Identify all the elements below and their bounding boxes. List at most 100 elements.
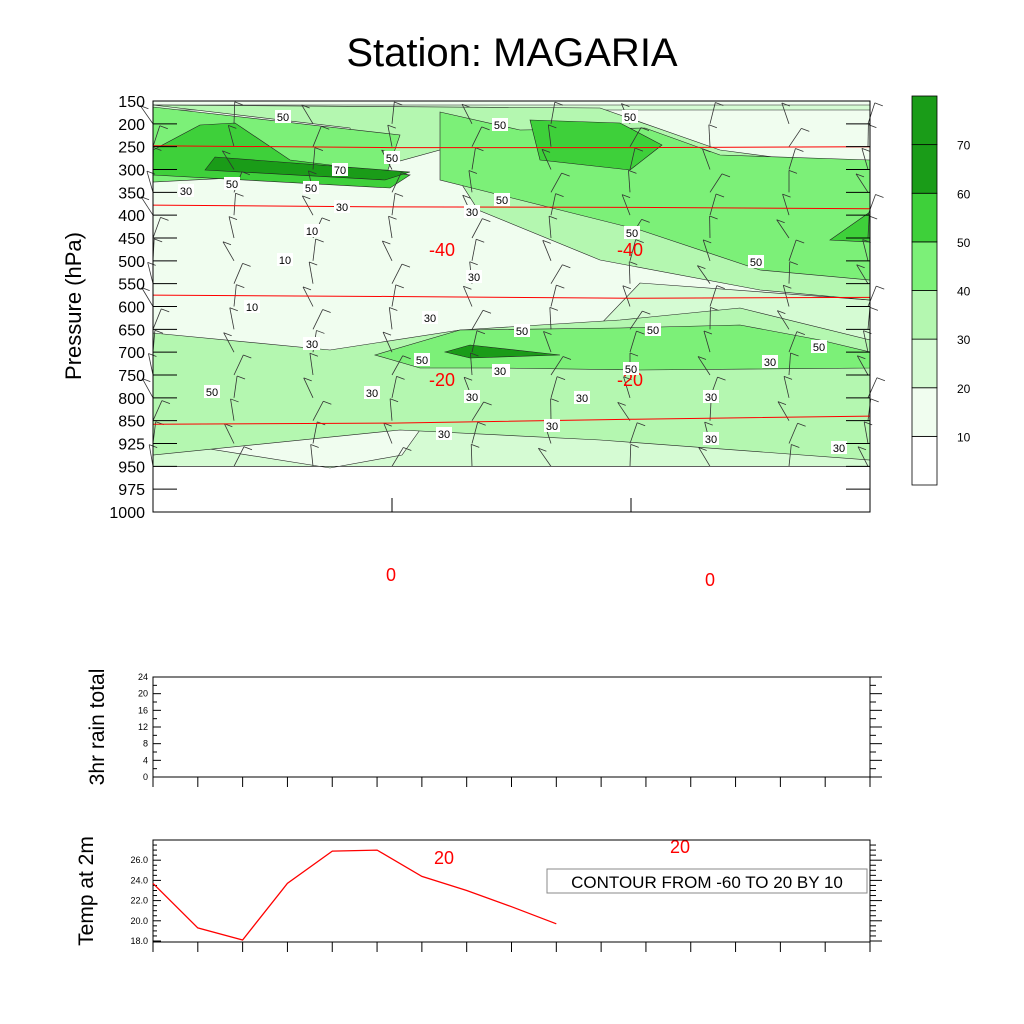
humidity-contour-label: 50 xyxy=(748,255,764,269)
wind-barb-flag xyxy=(302,195,311,200)
wind-barb xyxy=(302,286,314,307)
wind-barb xyxy=(783,376,790,398)
wind-barb-flag xyxy=(640,127,650,131)
wind-barb xyxy=(550,264,563,284)
wind-barb-flag xyxy=(538,447,547,452)
label-backdrop xyxy=(464,390,480,403)
label-backdrop xyxy=(703,390,719,403)
wind-barb xyxy=(547,124,552,147)
wind-barb xyxy=(468,170,473,193)
humidity-label-text: 50 xyxy=(750,257,762,269)
wind-barb-flag xyxy=(562,264,571,269)
wind-barb xyxy=(867,102,876,124)
wind-barb xyxy=(788,261,791,284)
wind-barb-flag xyxy=(146,170,156,175)
humidity-label-text: 30 xyxy=(705,434,717,446)
wind-barb xyxy=(471,147,476,170)
wind-barb-flag xyxy=(777,401,787,405)
label-backdrop xyxy=(275,110,291,123)
wind-barb-flag xyxy=(463,376,473,381)
wind-barb-flag xyxy=(302,286,312,291)
wind-barb xyxy=(709,173,723,193)
wind-barb xyxy=(867,194,876,216)
wind-barb-flag xyxy=(482,218,491,222)
wind-barb-flag xyxy=(394,101,403,106)
temp-contour-line xyxy=(152,294,871,299)
colorbar-box xyxy=(911,435,938,486)
annotation-text: CONTOUR FROM -60 TO 20 BY 10 xyxy=(571,873,843,892)
humidity-label-text: 30 xyxy=(546,421,558,433)
humidity-contour-label: 50 xyxy=(514,324,530,338)
wind-barb xyxy=(141,287,154,307)
label-backdrop xyxy=(831,441,847,454)
wind-barb xyxy=(222,241,235,262)
humidity-region-70 xyxy=(204,156,411,181)
label-backdrop xyxy=(436,427,452,440)
wind-barb-flag xyxy=(321,217,331,222)
wind-barb xyxy=(703,330,711,353)
wind-barb-flag xyxy=(321,125,330,130)
wind-barb xyxy=(628,170,631,193)
humidity-label-text: 30 xyxy=(494,366,506,378)
wind-barb-flag xyxy=(140,196,150,201)
wind-barb-flag xyxy=(314,147,324,151)
wind-barb-flag xyxy=(230,398,239,403)
humidity-label-text: 30 xyxy=(833,443,845,455)
wind-barb-flag xyxy=(549,306,558,311)
wind-barb xyxy=(629,147,636,170)
wind-barb xyxy=(391,101,395,124)
wind-barb xyxy=(470,353,473,376)
colorbar-box xyxy=(911,192,938,243)
humidity-label-text: 30 xyxy=(366,388,378,400)
wind-barb-flag xyxy=(556,284,565,289)
pressure-tick-label: 700 xyxy=(118,345,145,362)
rain-frame xyxy=(152,676,871,778)
wind-barb-flag xyxy=(153,147,162,151)
humidity-contour-labels: 50 50 50 50 70 50 50 30 50 30 30 10 10 50 50 30 30 10 30 50… xyxy=(178,110,847,455)
wind-barb-flag xyxy=(301,104,310,109)
wind-barb-flag xyxy=(789,261,798,266)
wind-barb xyxy=(471,218,483,239)
wind-barb-flag xyxy=(721,173,731,178)
wind-barb-flag xyxy=(617,402,626,406)
wind-barb-flag xyxy=(470,352,479,357)
wind-barb xyxy=(782,285,790,307)
humidity-contour-label: 50 xyxy=(623,362,639,376)
label-backdrop xyxy=(514,324,530,337)
wind-barb xyxy=(709,102,716,124)
label-backdrop xyxy=(304,224,320,237)
temp-tick-label: 24.0 xyxy=(130,875,148,885)
wind-barb-flag xyxy=(316,330,325,334)
wind-barb-flag xyxy=(642,310,651,315)
wind-barb-flag xyxy=(469,261,478,266)
wind-barb-flag xyxy=(783,376,793,380)
wind-barb-flag xyxy=(396,375,405,380)
humidity-contour-label: 50 xyxy=(414,353,430,367)
wind-barb xyxy=(629,331,637,353)
wind-barb xyxy=(223,332,235,353)
label-backdrop xyxy=(748,255,764,268)
humidity-contour-label: 30 xyxy=(831,441,847,455)
wind-barb xyxy=(391,172,402,193)
wind-barb-flag xyxy=(561,172,570,177)
wind-barb xyxy=(629,422,638,444)
temp-axis-label: Temp at 2m xyxy=(75,836,98,946)
temp-tick-label: 18.0 xyxy=(130,936,148,946)
humidity-label-text: 30 xyxy=(180,186,192,198)
wind-barb xyxy=(389,398,393,421)
wind-barb xyxy=(550,102,556,124)
wind-barb xyxy=(312,309,324,330)
wind-barb xyxy=(617,402,631,421)
label-backdrop xyxy=(332,163,348,176)
wind-barb-flag xyxy=(475,147,484,152)
wind-barb-flag xyxy=(715,102,724,106)
wind-barb xyxy=(309,353,314,376)
wind-barb-flag xyxy=(697,265,706,270)
humidity-contour-label: 30 xyxy=(464,205,480,219)
wind-barb xyxy=(471,239,477,261)
temp-series-line xyxy=(152,849,557,941)
wind-barb-flag xyxy=(471,443,480,448)
temp-contour-label: 20 xyxy=(670,837,690,857)
wind-barb xyxy=(141,378,154,399)
